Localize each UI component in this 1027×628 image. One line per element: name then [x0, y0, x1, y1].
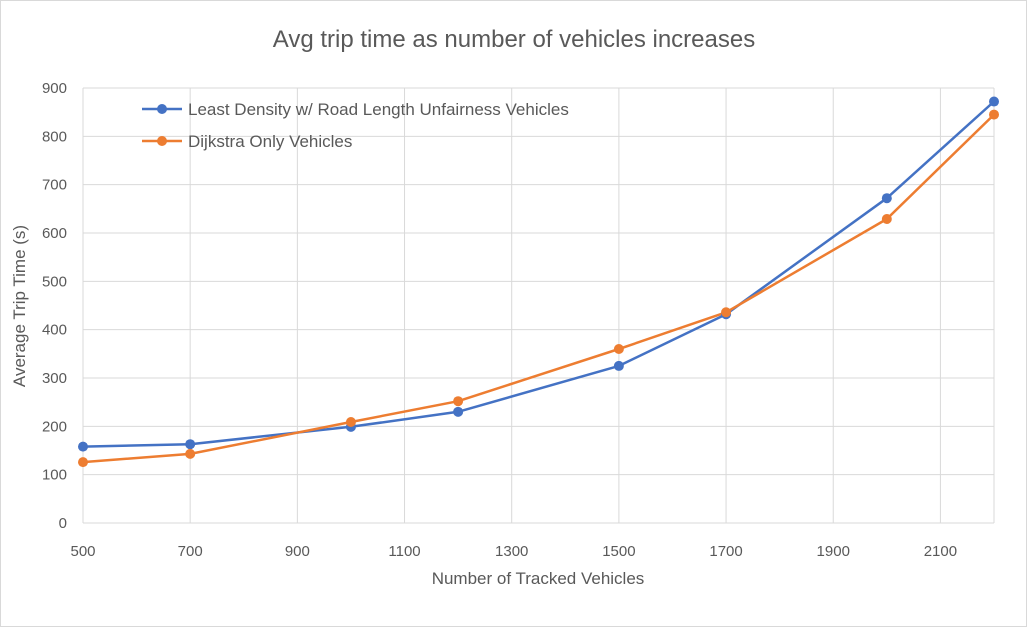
- x-tick-label: 500: [70, 543, 95, 560]
- y-axis-title: Average Trip Time (s): [10, 225, 29, 387]
- legend-label: Least Density w/ Road Length Unfairness …: [188, 100, 569, 119]
- series-2-point: [613, 344, 624, 354]
- y-tick-label: 600: [42, 225, 67, 242]
- series-2-point: [721, 307, 732, 318]
- y-tick-label: 0: [59, 515, 67, 532]
- series-1-point: [613, 360, 624, 371]
- series-layer: [78, 96, 999, 468]
- series-line-1: [82, 100, 995, 448]
- x-tick-label: 1700: [709, 543, 742, 560]
- y-tick-label: 300: [42, 370, 67, 387]
- y-tick-label: 500: [42, 273, 67, 290]
- series-1-point: [881, 193, 892, 204]
- series-1-point: [989, 96, 999, 107]
- tick-labels: 0 100 200 300 400 500 600 700 800 900 500 700 900 110…: [42, 80, 957, 560]
- series-1-point: [185, 439, 196, 450]
- y-tick-label: 900: [42, 80, 67, 97]
- x-axis-title: Number of Tracked Vehicles: [432, 569, 645, 588]
- x-tick-label: 900: [285, 543, 310, 560]
- series-2-point: [989, 109, 999, 120]
- y-tick-label: 200: [42, 418, 67, 435]
- x-tick-label: 2100: [924, 543, 957, 560]
- x-tick-label: 1500: [602, 543, 635, 560]
- series-1-point: [453, 406, 464, 417]
- gridlines: [82, 87, 995, 524]
- series-2-point: [453, 396, 464, 407]
- series-2-point: [78, 457, 88, 468]
- x-tick-label: 1100: [388, 543, 420, 560]
- series-2-point: [345, 416, 356, 427]
- series-line-2: [82, 113, 995, 464]
- series-1-point: [78, 441, 88, 452]
- y-tick-label: 100: [42, 467, 67, 484]
- x-tick-label: 1900: [817, 543, 850, 560]
- x-tick-label: 1300: [495, 543, 528, 560]
- series-2-point: [185, 448, 196, 459]
- y-tick-label: 400: [42, 322, 67, 339]
- legend-label: Dijkstra Only Vehicles: [188, 132, 352, 151]
- x-tick-label: 700: [178, 543, 203, 560]
- y-tick-label: 800: [42, 128, 67, 145]
- chart-title: Avg trip time as number of vehicles incr…: [273, 26, 755, 53]
- legend-swatch-marker: [157, 104, 167, 114]
- y-tick-label: 700: [42, 177, 67, 194]
- legend: Least Density w/ Road Length Unfairness …: [142, 100, 569, 151]
- legend-swatch-marker: [157, 136, 167, 146]
- series-2-point: [881, 213, 892, 224]
